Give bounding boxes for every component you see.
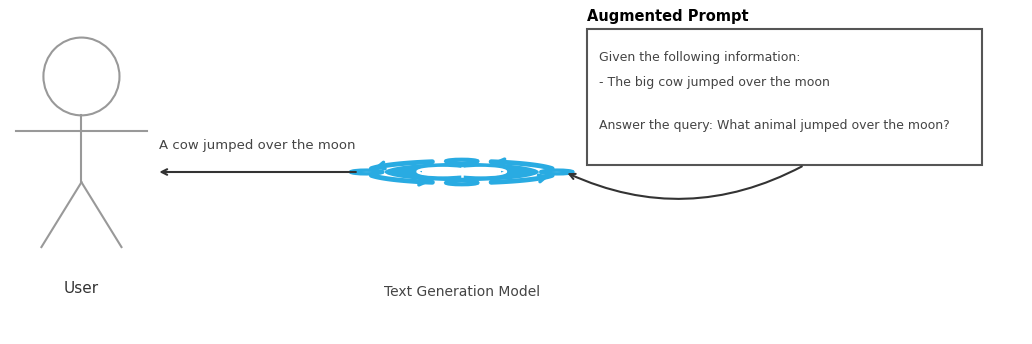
Ellipse shape — [351, 170, 383, 174]
Text: Text Generation Model: Text Generation Model — [384, 284, 540, 299]
Text: Answer the query: What animal jumped over the moon?: Answer the query: What animal jumped ove… — [599, 119, 949, 132]
Ellipse shape — [446, 159, 478, 163]
Bar — [587, 29, 982, 165]
Ellipse shape — [457, 170, 466, 171]
Ellipse shape — [541, 170, 573, 174]
Text: User: User — [64, 281, 99, 296]
Text: Given the following information:: Given the following information: — [599, 51, 801, 64]
Ellipse shape — [426, 170, 434, 171]
Ellipse shape — [457, 173, 466, 174]
Text: A cow jumped over the moon: A cow jumped over the moon — [159, 139, 356, 151]
Text: Augmented Prompt: Augmented Prompt — [587, 9, 748, 24]
Ellipse shape — [489, 170, 497, 171]
Ellipse shape — [426, 173, 434, 174]
Text: - The big cow jumped over the moon: - The big cow jumped over the moon — [599, 76, 830, 89]
Ellipse shape — [489, 173, 497, 174]
Ellipse shape — [385, 163, 539, 181]
Ellipse shape — [446, 181, 478, 185]
